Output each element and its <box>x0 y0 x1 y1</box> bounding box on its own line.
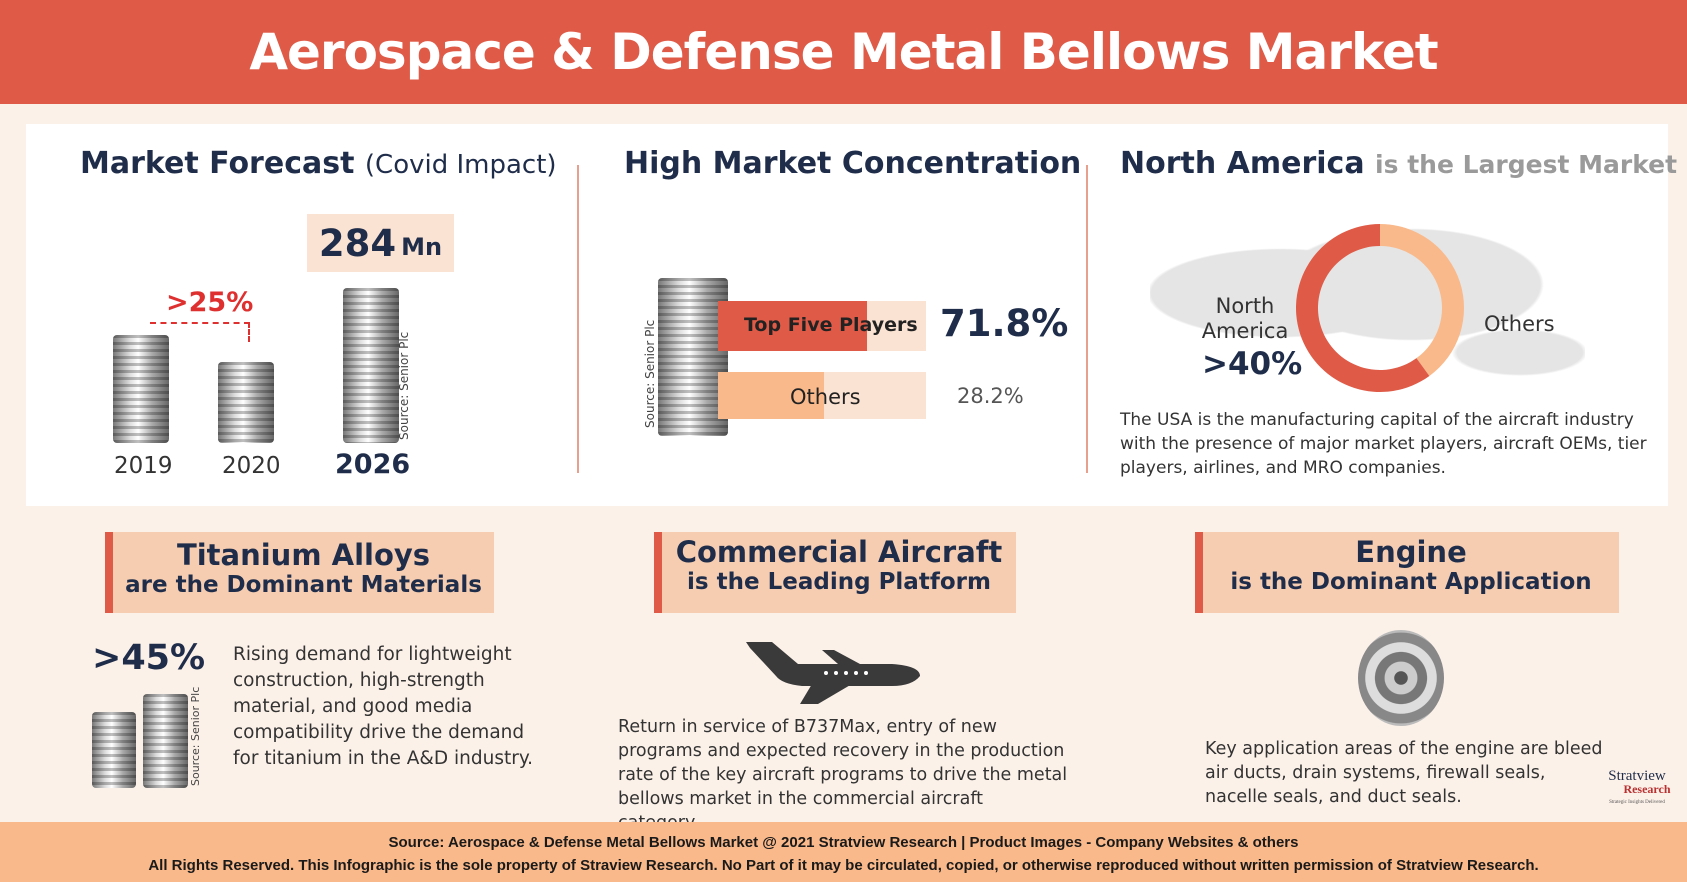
world-map <box>1150 225 1585 395</box>
bar-value: 71.8% <box>940 302 1069 345</box>
bellows-image <box>92 712 136 788</box>
bellows-image-2026 <box>343 288 399 443</box>
concentration-title: High Market Concentration <box>624 146 1082 181</box>
decline-arrow <box>150 322 250 342</box>
bar-fill <box>718 301 868 351</box>
bellows-image-2020 <box>218 362 274 443</box>
image-source: Source: Senior Plc <box>189 686 202 786</box>
platform-text: Return in service of B737Max, entry of n… <box>618 717 1068 833</box>
image-source: Source: Senior Plc <box>397 331 411 440</box>
footer-source: Source: Aerospace & Defense Metal Bellow… <box>388 834 1299 851</box>
donut-chart <box>1296 224 1464 392</box>
na-label: North America <box>1201 294 1289 343</box>
stratview-logo: Stratview Research Strategic Insights De… <box>1608 768 1671 806</box>
region-text: The USA is the manufacturing capital of … <box>1120 410 1647 478</box>
forecast-title: Market Forecast (Covid Impact) <box>80 146 557 181</box>
header: Aerospace & Defense Metal Bellows Market <box>0 0 1687 104</box>
decline-label: >25% <box>166 287 254 318</box>
platform-banner: Commercial Aircraft is the Leading Platfo… <box>654 532 1016 613</box>
donut-slice-others <box>1380 224 1464 376</box>
materials-text: Rising demand for lightweight constructi… <box>233 644 534 769</box>
divider <box>577 165 579 473</box>
forecast-subtitle: (Covid Impact) <box>364 150 557 180</box>
bar-label: Others <box>790 385 861 409</box>
airplane-icon <box>746 642 920 704</box>
materials-value: >45% <box>92 638 206 678</box>
bellows-image-2019 <box>113 335 169 443</box>
application-text: Key application areas of the engine are … <box>1205 739 1603 807</box>
bellows-image <box>658 278 728 436</box>
forecast-value-box: 284 Mn <box>307 214 454 272</box>
donut-slice-north-america <box>1296 224 1430 392</box>
year-label: 2026 <box>335 449 411 480</box>
divider <box>1086 165 1088 473</box>
region-title: North America is the Largest Market <box>1120 146 1678 181</box>
forecast-value: 284 <box>318 221 397 265</box>
engine-image <box>1358 630 1444 726</box>
year-label: 2019 <box>114 453 173 479</box>
bar-value: 28.2% <box>957 384 1024 408</box>
footer: Source: Aerospace & Defense Metal Bellow… <box>0 822 1687 882</box>
footer-copyright: All Rights Reserved. This Infographic is… <box>148 857 1539 874</box>
region-title-rest: is the Largest Market <box>1375 150 1678 179</box>
bar-fill <box>718 372 824 419</box>
page-title: Aerospace & Defense Metal Bellows Market <box>249 23 1438 81</box>
na-value: >40% <box>1202 346 1303 382</box>
application-banner: Engine is the Dominant Application <box>1195 532 1619 613</box>
year-label: 2020 <box>222 453 281 479</box>
bar-label: Top Five Players <box>744 314 918 336</box>
bellows-image <box>143 694 188 788</box>
others-label: Others <box>1484 312 1555 336</box>
materials-banner: Titanium Alloys are the Dominant Material… <box>105 532 494 613</box>
forecast-unit: Mn <box>401 233 443 261</box>
image-source: Source: Senior Plc <box>643 319 657 428</box>
